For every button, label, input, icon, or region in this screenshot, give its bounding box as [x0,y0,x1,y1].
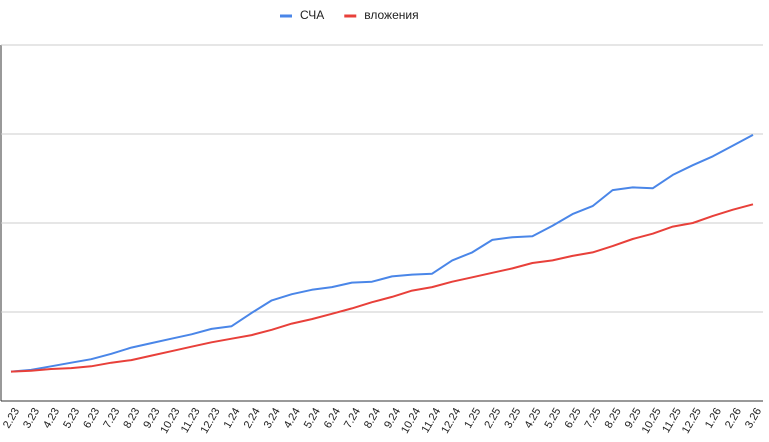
x-tick-label: 2.26 [723,406,744,431]
legend-label: вложения [364,8,418,22]
x-tick-label: 8.25 [603,406,624,431]
x-tick-label: 2.25 [482,406,503,431]
x-tick-label: 5.25 [542,406,563,431]
x-tick-label: 4.24 [282,406,303,431]
x-tick-label: 8.23 [121,406,142,431]
x-tick-label: 12.25 [680,406,704,436]
x-tick-label: 7.23 [101,406,122,431]
x-tick-label: 8.24 [362,406,383,431]
x-tick-label: 4.23 [41,406,62,431]
x-tick-label: 1.24 [222,406,243,431]
x-tick-label: 12.23 [198,406,222,436]
x-tick-label: 6.24 [322,406,343,431]
x-tick-label: 12.24 [439,406,463,436]
x-tick-label: 7.25 [583,406,604,431]
x-tick-label: 3.26 [743,406,764,431]
x-tick-label: 4.25 [522,406,543,431]
x-tick-label: 10.23 [158,406,182,436]
x-tick-label: 10.24 [399,406,423,436]
x-tick-label: 6.23 [81,406,102,431]
x-tick-label: 5.24 [302,406,323,431]
x-tick-label: 7.24 [342,406,363,431]
x-tick-label: 1.26 [703,406,724,431]
x-tick-label: 5.23 [61,406,82,431]
x-tick-label: 1.25 [462,406,483,431]
line-series [10,134,754,373]
x-tick-label: 3.23 [21,406,42,431]
x-tick-label: 6.25 [563,406,584,431]
x-tick-label: 3.24 [262,406,283,431]
x-tick-label: 2.23 [1,406,22,431]
line-series [10,203,754,373]
legend-label: СЧА [300,8,324,22]
x-tick-label: 10.25 [640,406,664,436]
x-tick-label: 2.24 [242,406,263,431]
x-tick-label: 3.25 [502,406,523,431]
